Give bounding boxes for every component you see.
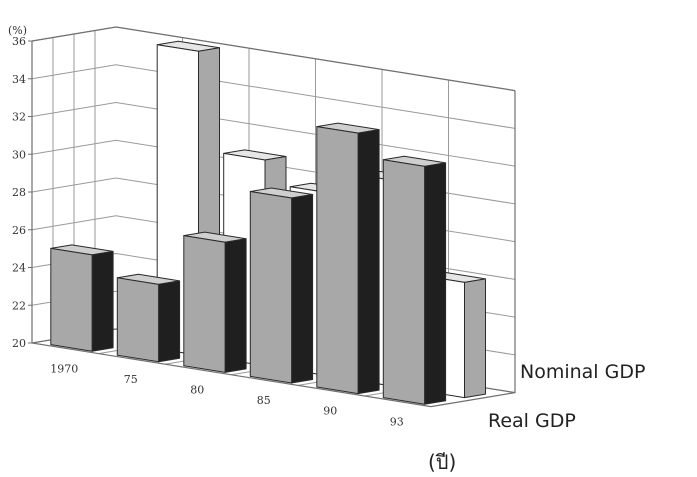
bar-real-gdp — [50, 244, 114, 352]
legend-label-real-gdp: Real GDP — [488, 410, 576, 432]
y-tick-label: 30 — [12, 148, 26, 161]
x-tick-label: 75 — [124, 373, 138, 386]
x-tick-label: 85 — [257, 394, 271, 407]
gridline — [31, 64, 516, 129]
y-tick-label: 26 — [12, 224, 26, 237]
y-axis-unit-label: (%) — [8, 24, 27, 37]
x-axis-unit-label: (ปี) — [428, 450, 456, 474]
y-tick-label: 34 — [12, 73, 26, 86]
bar-real-gdp — [183, 231, 247, 373]
x-axis-ticks: 1970 75 80 85 90 93 — [50, 362, 404, 428]
y-tick-label: 22 — [12, 299, 26, 312]
x-tick-label: 1970 — [50, 362, 78, 375]
legend-label-nominal-gdp: Nominal GDP — [520, 361, 645, 383]
axis-frame — [430, 392, 516, 408]
x-tick-label: 80 — [190, 384, 204, 397]
x-tick-label: 90 — [323, 405, 337, 418]
bar-real-gdp — [316, 122, 380, 395]
bar-real-gdp — [116, 273, 181, 363]
y-tick-label: 32 — [12, 111, 26, 124]
y-tick-label: 28 — [12, 186, 26, 199]
y-tick-label: 20 — [12, 337, 26, 350]
axis-frame — [31, 26, 516, 92]
x-tick-label: 93 — [390, 415, 404, 428]
bar-real-gdp — [249, 187, 314, 384]
y-axis-ticks: 20 22 24 26 28 30 32 34 36 — [12, 35, 32, 350]
gridline — [31, 26, 516, 92]
y-tick-label: 36 — [12, 35, 26, 48]
y-tick-label: 24 — [12, 262, 26, 275]
bar-layer — [50, 40, 486, 405]
bar-real-gdp — [382, 155, 447, 405]
